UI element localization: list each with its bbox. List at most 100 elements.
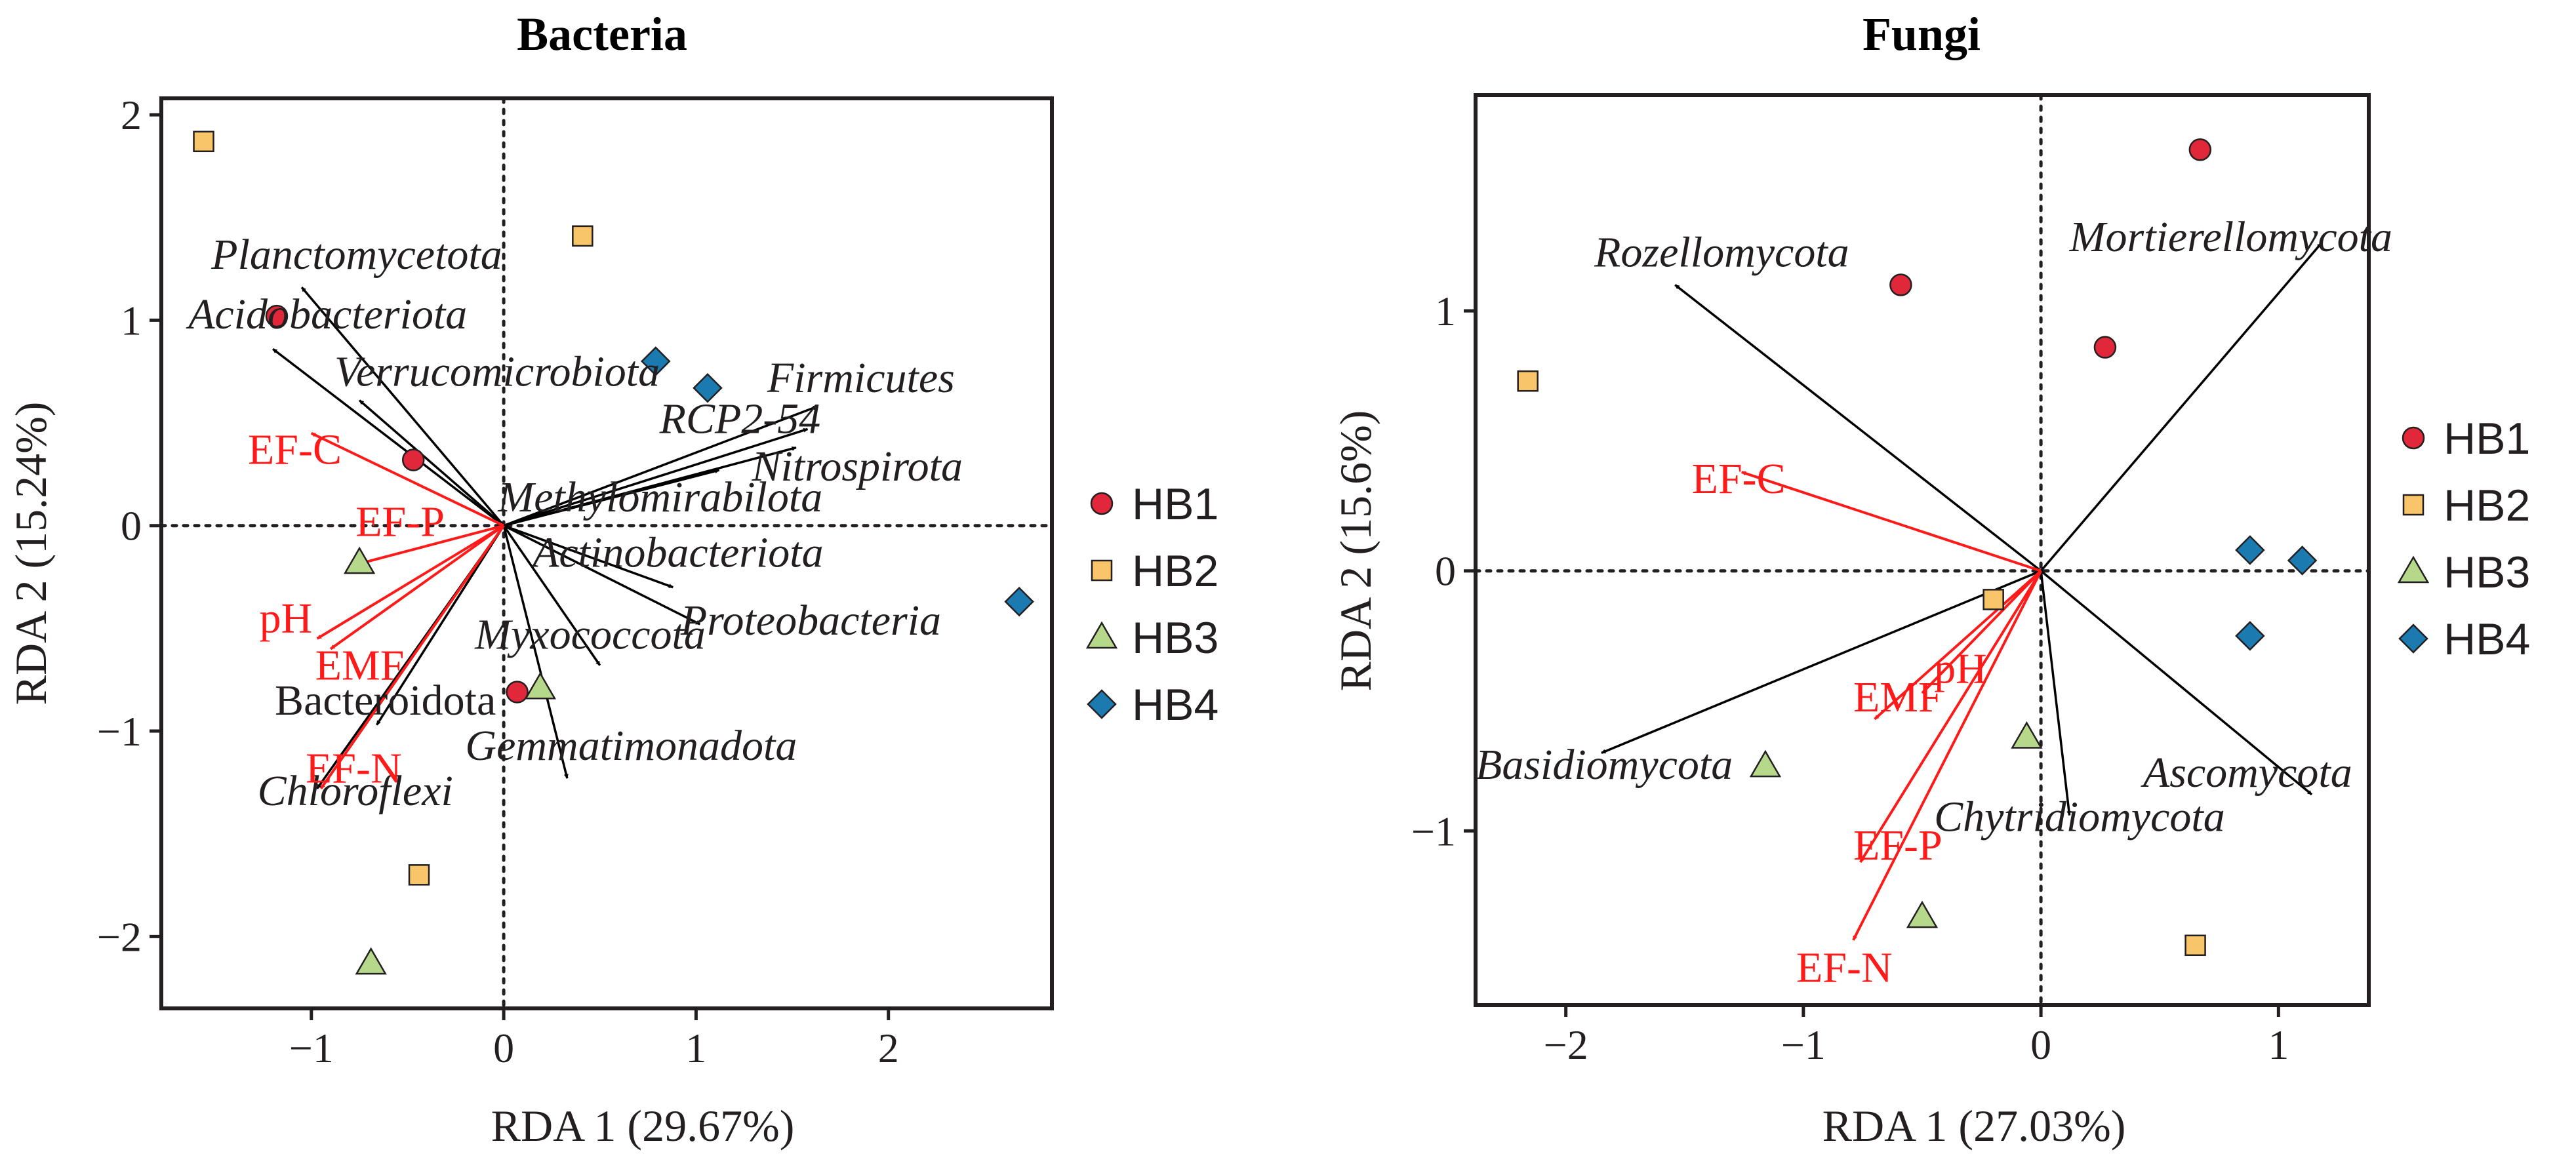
bacteria-y-tick-label: 1 [121, 297, 142, 344]
fungi-env-vector-ef-c [1741, 471, 2042, 572]
bacteria-point-hb4 [1004, 586, 1034, 617]
fungi-legend-label-hb3: HB3 [2444, 547, 2530, 597]
fungi-species-label-ascomycota: Ascomycota [2141, 749, 2352, 797]
bacteria-legend-label-hb4: HB4 [1132, 680, 1218, 730]
bacteria-legend-label-hb3: HB3 [1132, 613, 1218, 663]
bacteria-species-label-firmicutes: Firmicutes [767, 354, 955, 402]
bacteria-species-label-planctomycetota: Planctomycetota [211, 231, 502, 279]
fungi-legend: HB1 HB2 HB3 HB4 [2397, 414, 2530, 664]
bacteria-env-label-ef-c: EF-C [248, 426, 342, 474]
bacteria-point-hb3 [355, 947, 387, 975]
bacteria-plot-frame [159, 96, 1054, 1010]
fungi-legend-label-hb1: HB1 [2444, 414, 2530, 464]
fungi-x-tick-label: 0 [2030, 1022, 2051, 1068]
bacteria-y-tick-label: 2 [121, 92, 142, 138]
bacteria-species-label-bacteroidota: Bacteroidota [275, 677, 496, 724]
bacteria-x-tick-label: 2 [878, 1025, 899, 1071]
bacteria-y-tick-label: −2 [97, 913, 142, 960]
fungi-species-label-basidiomycota: Basidiomycota [1476, 741, 1733, 789]
bacteria-y-axis-label: RDA 2 (15.24%) [6, 402, 56, 705]
bacteria-species-label-rcp2-54: RCP2-54 [659, 395, 821, 443]
fungi-point-hb1 [2188, 138, 2212, 161]
fungi-legend-marker-hb1 [2402, 426, 2425, 450]
bacteria-env-label-ph: pH [260, 595, 313, 643]
bacteria-point-hb4 [693, 373, 723, 403]
fungi-env-vector-ef-p [1859, 570, 2042, 863]
fungi-env-label-ef-n: EF-N [1796, 943, 1893, 991]
fungi-env-vector-ph [1921, 570, 2042, 694]
bacteria-y-tick-label: 0 [121, 503, 142, 549]
bacteria-legend: HB1 HB2 HB3 HB4 [1085, 479, 1218, 730]
fungi-point-hb1 [1889, 273, 1912, 296]
fungi-species-vector-rozellomycota [1674, 284, 2042, 572]
bacteria-species-label-acidobacteriota: Acidobacteriota [186, 290, 467, 338]
bacteria-species-vector-myxococcota [502, 525, 601, 666]
bacteria-species-label-gemmatimonadota: Gemmatimonadota [465, 722, 797, 770]
fungi-legend-label-hb2: HB2 [2444, 481, 2530, 530]
bacteria-legend-marker-hb3 [1085, 621, 1118, 649]
fungi-x-tick-label: 1 [2268, 1022, 2289, 1068]
bacteria-point-hb3 [343, 546, 376, 574]
fungi-rda-panel: Fungi −2 −1 0 1 −1 0 1 RDA 1 (27.03%) RDA 2 (15.6… [1331, 8, 2530, 1151]
fungi-x-axis-label: RDA 1 (27.03%) [1822, 1101, 2126, 1151]
bacteria-species-label-chloroflexi: Chloroflexi [258, 767, 453, 815]
fungi-x-tick-label: −1 [1781, 1022, 1826, 1068]
bacteria-species-label-actinobacteriota: Actinobacteriota [530, 528, 824, 576]
fungi-y-axis-label: RDA 2 (15.6%) [1331, 410, 1380, 692]
bacteria-point-hb4 [641, 346, 671, 376]
bacteria-x-tick-label: 1 [685, 1025, 706, 1071]
bacteria-env-label-ef-n: EF-N [306, 744, 402, 792]
bacteria-env-vector-emf [329, 525, 505, 650]
fungi-x-tick-label: −2 [1544, 1022, 1588, 1068]
bacteria-rda-panel: Bacteria −1 0 1 2 −2 −1 0 1 2 RDA 1 (29.67%) RDA 2 … [6, 8, 1218, 1151]
bacteria-species-vector-gemmatimonadota [502, 525, 569, 779]
fungi-point-hb2 [2184, 934, 2206, 957]
bacteria-species-label-methylomirabilota: Methylomirabilota [497, 473, 822, 521]
bacteria-legend-marker-hb1 [1090, 492, 1114, 515]
bacteria-chart-title: Bacteria [517, 8, 687, 60]
fungi-species-vector-mortierellomycota [2040, 242, 2322, 572]
bacteria-env-vector-ef-n [319, 525, 505, 789]
fungi-point-hb2 [1982, 589, 2004, 610]
fungi-species-vector-chytridiomycota [2040, 570, 2072, 816]
bacteria-env-vector-ef-c [310, 431, 504, 527]
fungi-species-label-chytridiomycota: Chytridiomycota [1934, 793, 2225, 841]
fungi-point-hb4 [2287, 546, 2318, 576]
bacteria-legend-marker-hb4 [1087, 689, 1117, 719]
fungi-y-tick-label: 1 [1435, 288, 1456, 334]
bacteria-x-axis-label: RDA 1 (29.67%) [491, 1101, 795, 1151]
bacteria-legend-label-hb2: HB2 [1132, 546, 1218, 596]
bacteria-species-label-proteobacteria: Proteobacteria [680, 597, 941, 645]
fungi-env-label-ef-p: EF-P [1853, 822, 1942, 869]
fungi-legend-label-hb4: HB4 [2444, 614, 2530, 664]
fungi-species-vector-ascomycota [2040, 570, 2313, 796]
bacteria-species-vector-firmicutes [503, 405, 818, 527]
bacteria-species-vector-verrucomicrobiota [358, 399, 505, 527]
fungi-species-label-mortierellomycota: Mortierellomycota [2069, 213, 2392, 261]
bacteria-legend-label-hb1: HB1 [1132, 479, 1218, 529]
bacteria-env-label-ef-p: EF-P [355, 498, 445, 546]
fungi-species-label-rozellomycota: Rozellomycota [1594, 229, 1849, 277]
bacteria-species-vector-rcp2-54 [503, 427, 809, 527]
fungi-species-vector-basidiomycota [1601, 570, 2042, 754]
fungi-point-hb3 [1749, 749, 1782, 778]
bacteria-species-vector-planctomycetota [300, 287, 505, 526]
bacteria-env-vector-ph [316, 524, 505, 640]
bacteria-point-hb1 [401, 448, 425, 471]
fungi-point-hb3 [1906, 900, 1939, 928]
fungi-legend-marker-hb2 [2402, 494, 2425, 516]
bacteria-species-vector-proteobacteria [503, 525, 701, 625]
bacteria-species-vector-methylomirabilota [503, 469, 720, 527]
fungi-env-label-ph: pH [1934, 645, 1987, 692]
bacteria-point-hb2 [572, 225, 594, 247]
fungi-plot-frame [1474, 93, 2371, 1007]
bacteria-species-label-myxococcota: Myxococcota [474, 611, 706, 659]
fungi-legend-marker-hb3 [2397, 555, 2430, 584]
fungi-chart-title: Fungi [1862, 8, 1981, 60]
fungi-env-label-ef-c: EF-C [1692, 455, 1786, 503]
bacteria-point-hb1 [265, 304, 289, 328]
bacteria-x-tick-label: −1 [289, 1025, 334, 1071]
fungi-env-vector-emf [1874, 570, 2042, 721]
fungi-env-vector-ef-n [1852, 570, 2042, 941]
